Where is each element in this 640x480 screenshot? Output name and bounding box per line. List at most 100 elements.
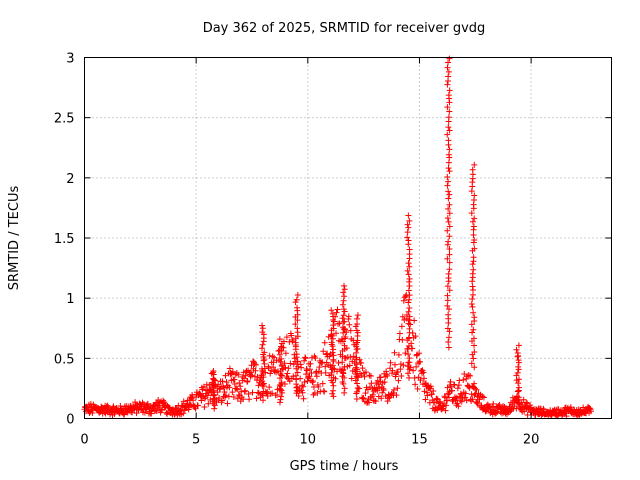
data-point [446, 259, 453, 266]
data-point [470, 239, 477, 246]
data-point [254, 389, 261, 396]
data-point [300, 383, 307, 390]
data-point [330, 346, 337, 353]
data-point [276, 351, 283, 358]
data-point [433, 395, 440, 402]
data-point [470, 355, 477, 362]
data-point [444, 131, 451, 138]
data-point [353, 315, 360, 322]
data-point [444, 182, 451, 189]
data-point [417, 358, 424, 365]
data-point [405, 224, 412, 231]
data-point [470, 266, 477, 273]
data-point [292, 346, 299, 353]
data-point [340, 289, 347, 296]
data-point [192, 405, 199, 412]
data-point [354, 384, 361, 391]
data-point [328, 371, 335, 378]
data-point [161, 398, 168, 405]
data-point [515, 363, 522, 370]
data-point [285, 365, 292, 372]
data-series [81, 55, 595, 420]
data-point [341, 308, 348, 315]
data-point [476, 396, 483, 403]
data-point [391, 349, 398, 356]
data-point [405, 271, 412, 278]
data-point [335, 359, 342, 366]
data-point [448, 387, 455, 394]
data-point [470, 326, 477, 333]
data-point [470, 231, 477, 238]
data-point [341, 286, 348, 293]
data-point [417, 377, 424, 384]
data-point [445, 68, 452, 75]
data-point [405, 308, 412, 315]
data-point [468, 321, 475, 328]
data-point [469, 396, 476, 403]
x-tick-label: 5 [192, 433, 200, 448]
data-point [446, 154, 453, 161]
data-point [445, 319, 452, 326]
data-point [490, 400, 497, 407]
data-point [259, 341, 266, 348]
data-point [416, 350, 423, 357]
data-point [379, 389, 386, 396]
data-point [133, 410, 140, 417]
data-point [282, 350, 289, 357]
data-point [341, 389, 348, 396]
data-point [400, 362, 407, 369]
data-point [475, 400, 482, 407]
data-point [406, 359, 413, 366]
data-point [424, 392, 431, 399]
data-point [515, 359, 522, 366]
data-point [341, 354, 348, 361]
data-point [294, 291, 301, 298]
data-point [445, 205, 452, 212]
data-point [339, 315, 346, 322]
data-point [444, 297, 451, 304]
data-point [523, 399, 530, 406]
data-point [384, 372, 391, 379]
data-point [330, 393, 337, 400]
data-point [309, 377, 316, 384]
data-point [445, 334, 452, 341]
data-point [284, 370, 291, 377]
data-point [360, 395, 367, 402]
data-point [236, 379, 243, 386]
data-point [507, 408, 514, 415]
data-point [446, 287, 453, 294]
data-point [406, 374, 413, 381]
data-point [453, 394, 460, 401]
data-point [395, 351, 402, 358]
data-point [445, 77, 452, 84]
data-point [446, 223, 453, 230]
data-point [300, 395, 307, 402]
data-point [354, 339, 361, 346]
data-point [469, 295, 476, 302]
data-point [226, 365, 233, 372]
data-point [269, 353, 276, 360]
data-point [341, 374, 348, 381]
data-point [224, 400, 231, 407]
data-point [139, 399, 146, 406]
data-point [190, 397, 197, 404]
data-point [240, 396, 247, 403]
data-point [413, 363, 420, 370]
data-point [330, 358, 337, 365]
data-point [350, 353, 357, 360]
data-point [406, 292, 413, 299]
data-point [404, 234, 411, 241]
data-point [365, 399, 372, 406]
data-point [465, 372, 472, 379]
x-axis-label: GPS time / hours [290, 459, 399, 474]
data-point [402, 350, 409, 357]
data-point [276, 385, 283, 392]
data-point [339, 347, 346, 354]
data-point [329, 379, 336, 386]
data-point [445, 278, 452, 285]
data-point [289, 336, 296, 343]
data-point [352, 371, 359, 378]
data-point [259, 325, 266, 332]
data-point [524, 412, 531, 419]
data-point [299, 382, 306, 389]
